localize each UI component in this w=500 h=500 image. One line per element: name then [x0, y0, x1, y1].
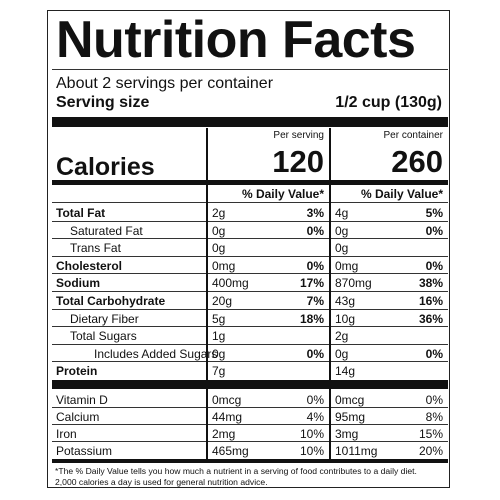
rule: [52, 202, 448, 203]
nutrient-label: Sodium: [56, 276, 100, 291]
calories-value: 260: [391, 144, 443, 179]
amount: 0g: [335, 223, 349, 238]
daily-value: 0%: [425, 223, 443, 238]
nutrition-label: [47, 10, 450, 488]
nutrient-label: Includes Added Sugars: [94, 346, 218, 361]
vitamin-label: Iron: [56, 427, 77, 441]
daily-value: 0%: [425, 393, 443, 407]
daily-value: 0%: [306, 223, 324, 238]
serving-size-label: Serving size: [56, 94, 150, 111]
rule: [52, 273, 448, 274]
dv-header: % Daily Value*: [241, 187, 324, 201]
daily-value: 10%: [299, 427, 324, 441]
amount: 400mg: [212, 276, 249, 291]
nutrient-label: Trans Fat: [70, 241, 121, 256]
rule: [52, 69, 448, 70]
amount: 0g: [335, 346, 349, 361]
amount: 4g: [335, 206, 349, 220]
rule: [52, 424, 448, 425]
daily-value: 38%: [418, 276, 443, 291]
column-divider: [329, 128, 331, 459]
amount: 0g: [212, 346, 226, 361]
nutrient-label: Total Carbohydrate: [56, 294, 166, 308]
daily-value: 10%: [299, 444, 324, 458]
daily-value: 7%: [306, 294, 324, 308]
amount: 2g: [212, 206, 226, 220]
daily-value: 0%: [306, 346, 324, 361]
footnote: 2,000 calories a day is used for general…: [55, 477, 268, 487]
daily-value: 36%: [418, 311, 443, 326]
daily-value: 0%: [306, 393, 324, 407]
amount: 0g: [212, 223, 226, 238]
medium-bar: [52, 459, 448, 463]
amount: 2g: [335, 329, 349, 344]
amount: 20g: [212, 294, 233, 308]
daily-value: 16%: [418, 294, 443, 308]
nutrient-label: Protein: [56, 364, 98, 379]
daily-value: 0%: [425, 258, 443, 273]
rule: [52, 407, 448, 408]
servings: About 2 servings per container: [56, 75, 274, 92]
daily-value: 17%: [299, 276, 324, 291]
nutrient-label: Total Sugars: [70, 329, 137, 344]
rule: [52, 326, 448, 327]
amount: 3mg: [335, 427, 359, 441]
amount: 7g: [212, 364, 226, 379]
serving-size-value: 1/2 cup (130g): [335, 94, 442, 111]
amount: 95mg: [335, 410, 366, 424]
rule: [52, 309, 448, 310]
calories-label: Calories: [56, 153, 155, 181]
nutrient-label: Dietary Fiber: [70, 311, 139, 326]
title: Nutrition Facts: [56, 11, 416, 69]
amount: 0g: [212, 241, 226, 256]
vitamin-label: Vitamin D: [56, 393, 108, 407]
rule: [52, 238, 448, 239]
rule: [52, 344, 448, 345]
column-divider: [206, 128, 208, 459]
calories-value: 120: [272, 144, 324, 179]
amount: 465mg: [212, 444, 249, 458]
column-header: Per serving: [273, 130, 324, 141]
rule: [52, 256, 448, 257]
rule: [52, 361, 448, 362]
amount: 44mg: [212, 410, 243, 424]
daily-value: 20%: [418, 444, 443, 458]
thick-bar: [52, 380, 448, 389]
daily-value: 18%: [299, 311, 324, 326]
amount: 870mg: [335, 276, 372, 291]
amount: 10g: [335, 311, 356, 326]
amount: 0mg: [335, 258, 359, 273]
amount: 43g: [335, 294, 356, 308]
medium-bar: [52, 180, 448, 185]
vitamin-label: Calcium: [56, 410, 100, 424]
column-header: Per container: [383, 130, 443, 141]
footnote: *The % Daily Value tells you how much a …: [55, 466, 417, 476]
daily-value: 3%: [306, 206, 324, 220]
amount: 0mcg: [335, 393, 365, 407]
daily-value: 8%: [425, 410, 443, 424]
nutrient-label: Cholesterol: [56, 258, 123, 273]
amount: 2mg: [212, 427, 236, 441]
daily-value: 5%: [425, 206, 443, 220]
amount: 1g: [212, 329, 226, 344]
thick-bar: [52, 117, 448, 127]
amount: 0mg: [212, 258, 236, 273]
amount: 1011mg: [335, 444, 378, 458]
nutrient-label: Total Fat: [56, 206, 106, 220]
amount: 0g: [335, 241, 349, 256]
daily-value: 0%: [306, 258, 324, 273]
amount: 5g: [212, 311, 226, 326]
rule: [52, 441, 448, 442]
vitamin-label: Potassium: [56, 444, 113, 458]
rule: [52, 291, 448, 292]
daily-value: 15%: [418, 427, 443, 441]
nutrient-label: Saturated Fat: [70, 223, 143, 238]
dv-header: % Daily Value*: [360, 187, 443, 201]
daily-value: 4%: [306, 410, 324, 424]
amount: 14g: [335, 364, 356, 379]
rule: [52, 221, 448, 222]
daily-value: 0%: [425, 346, 443, 361]
amount: 0mcg: [212, 393, 242, 407]
